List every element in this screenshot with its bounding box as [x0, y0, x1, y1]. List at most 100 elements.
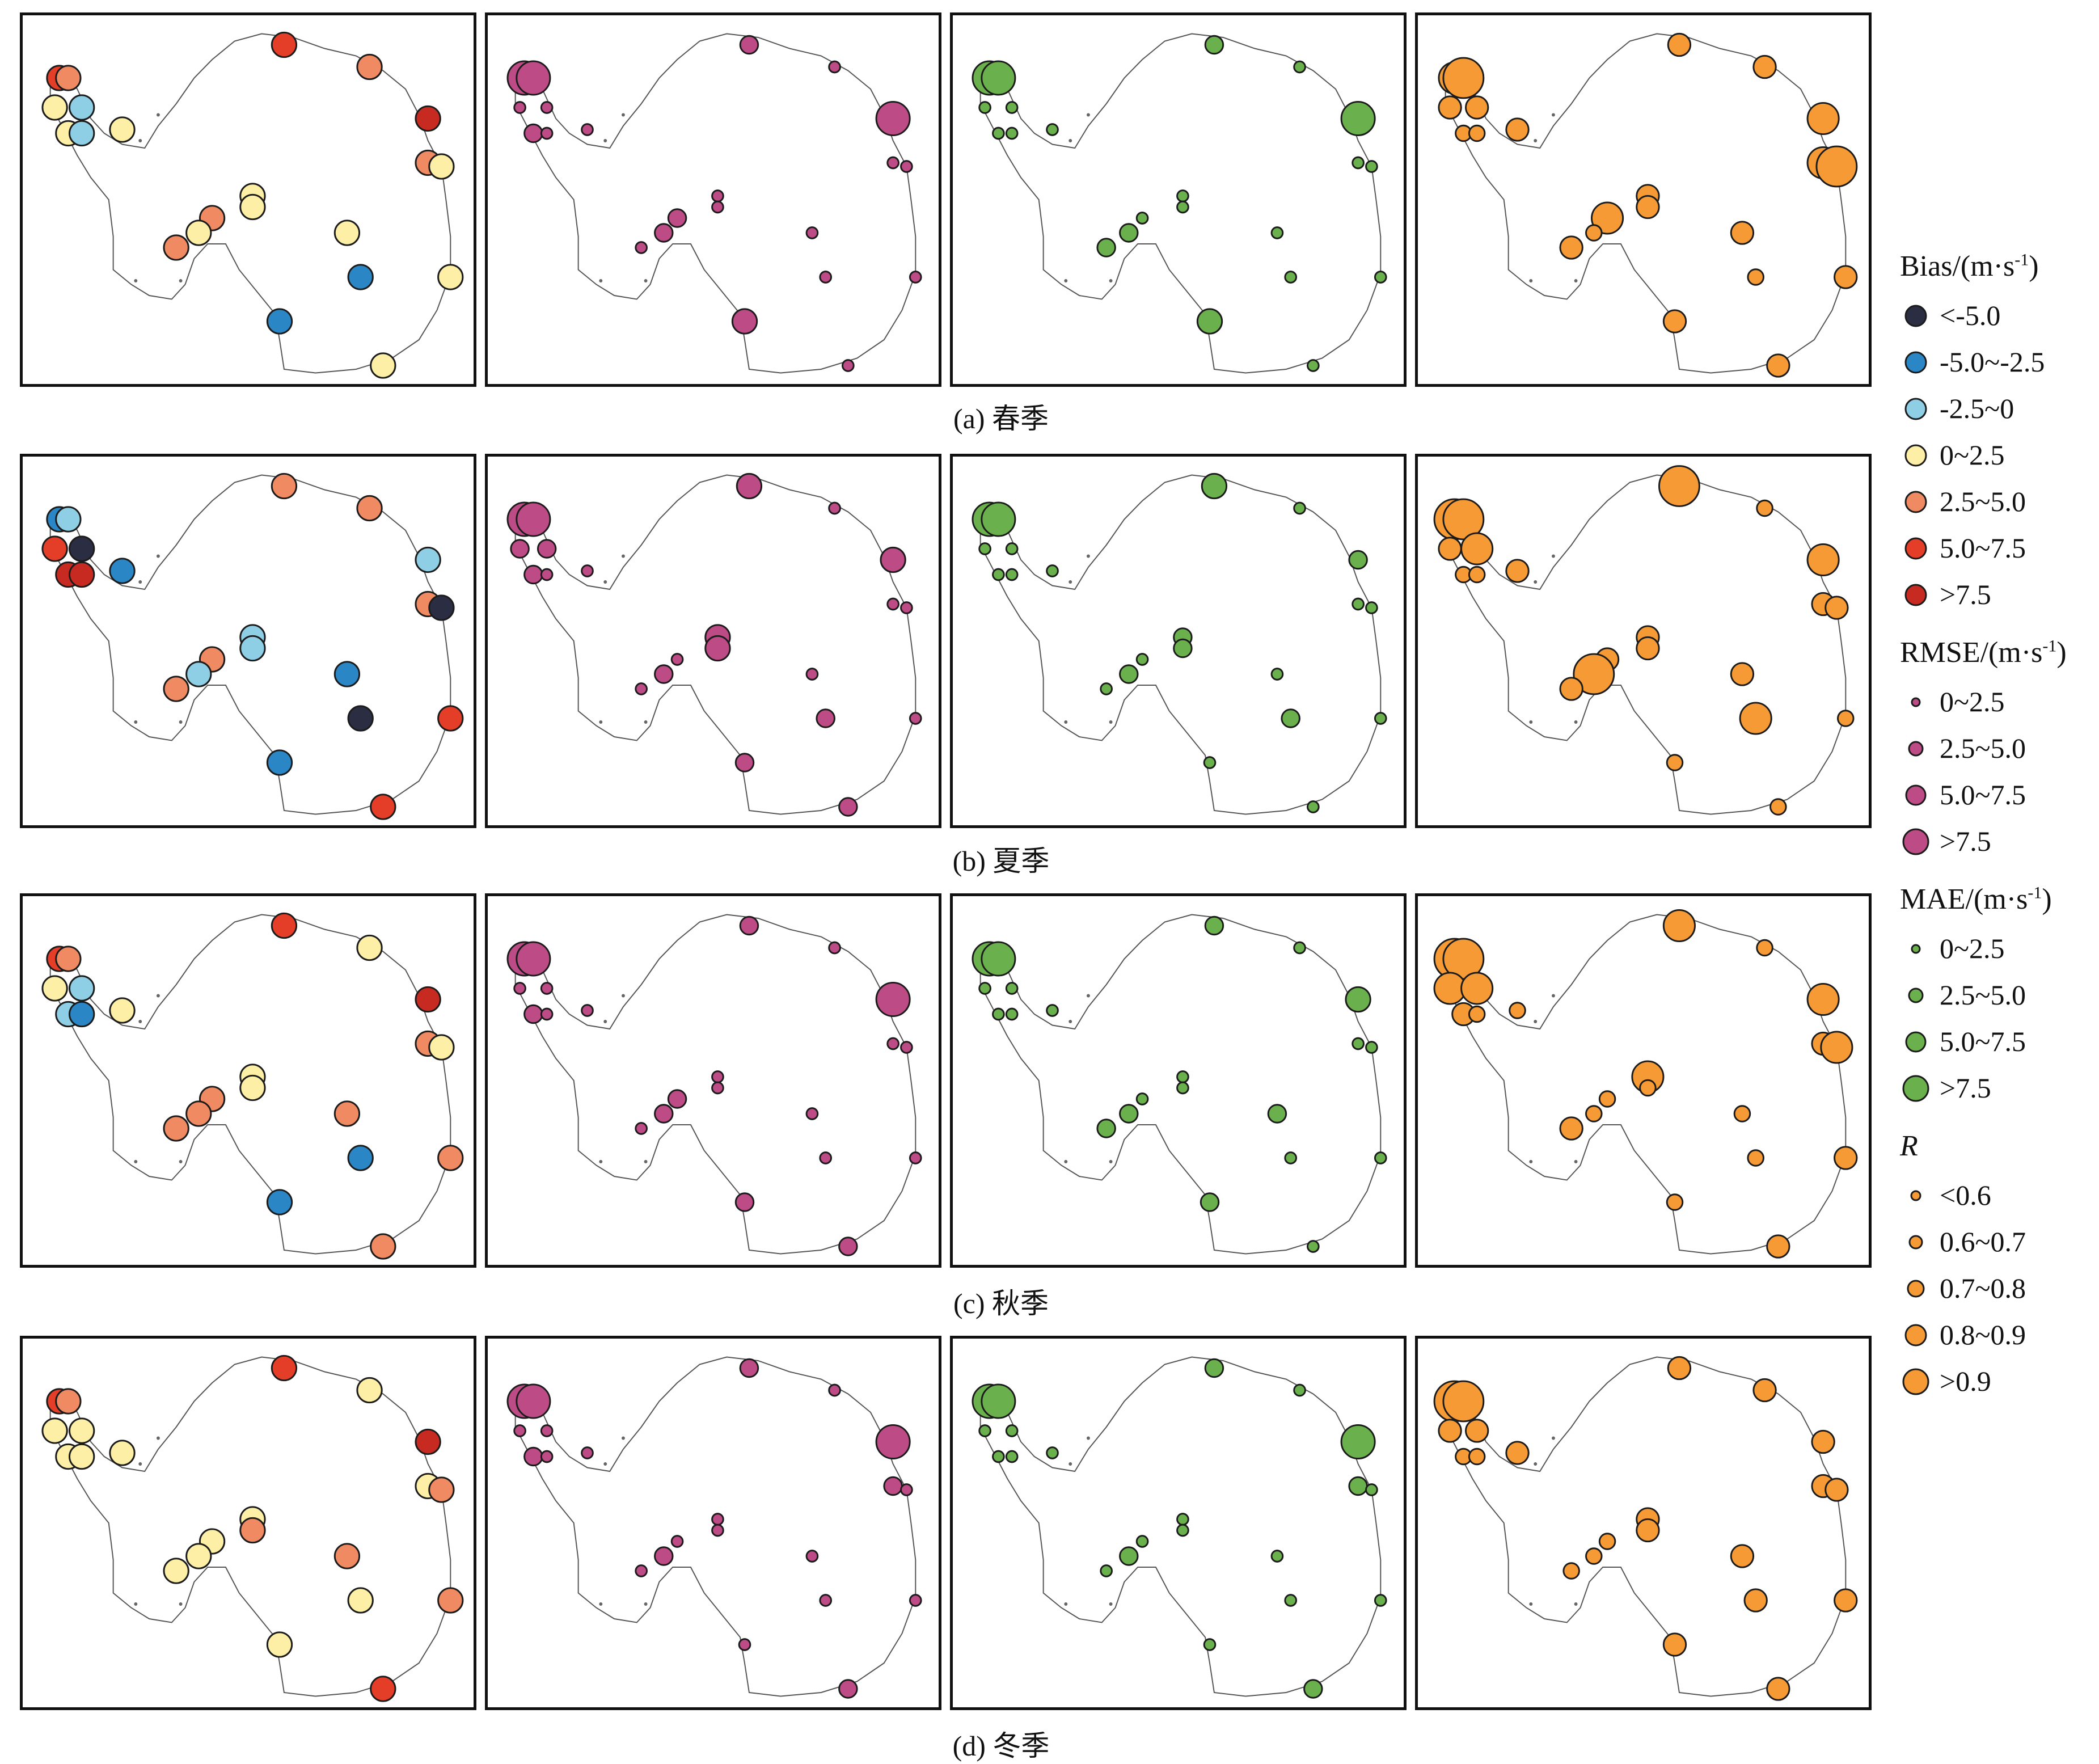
legend-item: 0.6~0.7 [1900, 1219, 2099, 1266]
station-marker [1666, 1193, 1684, 1211]
legend-label: >7.5 [1940, 1072, 1991, 1104]
station-marker [163, 234, 189, 261]
island-dot [1068, 580, 1072, 584]
station-marker [1046, 123, 1059, 136]
island-dot [1534, 139, 1538, 142]
island-dot [1109, 279, 1113, 282]
island-dot [1551, 1436, 1555, 1440]
antarctica-map [506, 1356, 922, 1699]
station-marker [805, 226, 819, 239]
antarctica-map [506, 33, 922, 374]
station-marker [428, 594, 455, 621]
map-panel-r [1415, 1336, 1872, 1710]
map-panel-r [1415, 454, 1872, 828]
island-dot [1068, 1462, 1072, 1466]
station-marker [1766, 1234, 1790, 1259]
station-marker [271, 472, 298, 500]
island-dot [1068, 139, 1072, 142]
station-marker [239, 1074, 266, 1102]
station-marker [1176, 200, 1189, 214]
station-marker [883, 1476, 903, 1496]
row-caption-winter: (d) 冬季 [952, 1730, 1050, 1762]
station-marker [1836, 710, 1855, 727]
station-marker [1119, 664, 1139, 684]
station-marker [1743, 1588, 1768, 1613]
station-marker [356, 53, 383, 81]
station-marker [1559, 1116, 1583, 1141]
station-marker [1733, 1105, 1751, 1122]
legend-item: 5.0~7.5 [1900, 526, 2099, 572]
station-marker [1658, 465, 1700, 507]
island-dot [644, 279, 648, 282]
legend-r-title: R [1900, 1130, 1918, 1162]
legend-swatch [1904, 1324, 1927, 1347]
station-marker [1096, 238, 1116, 258]
station-marker [909, 271, 922, 284]
station-marker [992, 1007, 1005, 1021]
legend-swatch [1910, 1190, 1921, 1201]
island-dot [1109, 1602, 1113, 1606]
station-marker [1573, 653, 1615, 695]
station-marker [739, 35, 759, 55]
legend-label: 0~2.5 [1940, 686, 2005, 718]
antarctica-map [1438, 32, 1858, 378]
station-marker [1005, 982, 1019, 995]
station-marker [1365, 1483, 1378, 1496]
row-caption-spring: (a) 春季 [953, 403, 1049, 434]
station-marker [1340, 1424, 1376, 1460]
station-marker [69, 120, 95, 147]
station-marker [333, 661, 361, 687]
station-marker [523, 1004, 543, 1024]
station-marker [1119, 223, 1139, 243]
island-dot [138, 139, 142, 142]
station-marker [540, 126, 554, 140]
station-marker [1585, 224, 1603, 242]
station-marker [992, 1450, 1005, 1463]
station-marker [266, 1189, 293, 1216]
station-marker [1176, 189, 1189, 202]
coastline [514, 474, 917, 815]
station-marker [635, 682, 648, 695]
station-marker [55, 506, 82, 533]
station-marker [880, 546, 906, 573]
station-marker [819, 1594, 833, 1607]
station-marker [347, 1145, 374, 1171]
station-marker [537, 539, 557, 559]
station-marker [1464, 1419, 1489, 1443]
legend-label: >7.5 [1940, 579, 1991, 610]
map-panel-bias [20, 1336, 476, 1710]
station-marker [667, 208, 687, 228]
station-marker [1598, 1533, 1616, 1550]
legend-swatch [1905, 1031, 1927, 1053]
station-marker [1598, 1090, 1616, 1108]
island-dot [138, 580, 142, 584]
legend-label: >7.5 [1940, 825, 1991, 857]
legend-swatch [1908, 1235, 1923, 1250]
station-marker [909, 712, 922, 725]
legend-item: <-5.0 [1900, 293, 2099, 340]
coastline [514, 1356, 917, 1697]
antarctica-map [41, 912, 464, 1260]
station-marker [516, 60, 551, 96]
station-marker [513, 1424, 526, 1437]
station-marker [1270, 1550, 1284, 1563]
station-marker [1352, 156, 1365, 170]
station-marker [805, 1107, 819, 1120]
station-marker [41, 94, 68, 121]
legend-item: 0.8~0.9 [1900, 1313, 2099, 1359]
island-dot [1086, 1436, 1090, 1440]
station-marker [523, 123, 543, 144]
station-marker [415, 986, 441, 1013]
station-marker [1585, 1547, 1603, 1565]
station-marker [1505, 559, 1530, 583]
legend-mae-title: MAE/(m·s-1) [1900, 883, 2052, 915]
map-panel-mae [950, 12, 1407, 387]
legend-label: 0.6~0.7 [1940, 1226, 2026, 1257]
station-marker [1464, 95, 1489, 120]
island-dot [1086, 994, 1090, 998]
station-marker [900, 601, 913, 614]
station-marker [266, 308, 293, 335]
station-marker [1730, 1544, 1755, 1568]
station-marker [356, 495, 383, 522]
